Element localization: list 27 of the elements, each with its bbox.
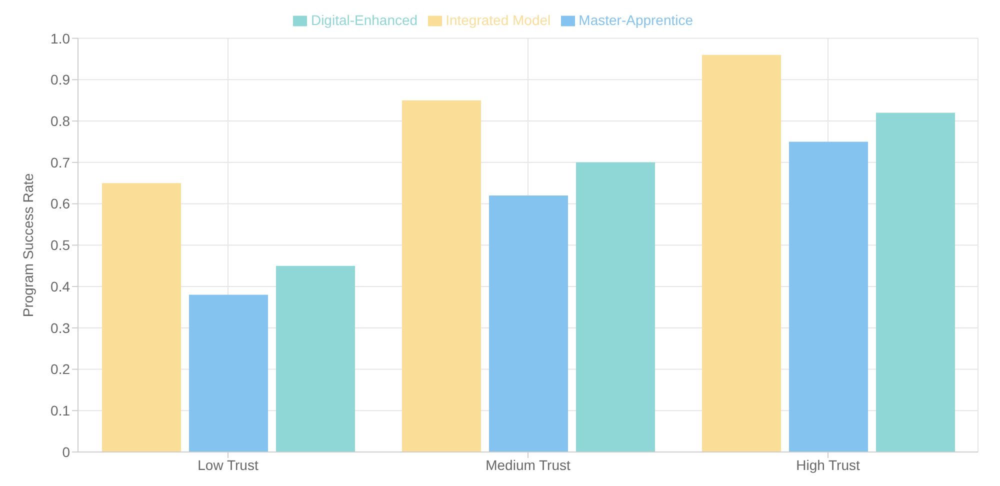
- bar: [402, 100, 481, 452]
- y-tick-label: 0.7: [50, 154, 70, 170]
- bar: [102, 183, 181, 452]
- y-tick-label: 0.1: [50, 402, 70, 419]
- bar: [489, 196, 568, 452]
- legend-label: Digital-Enhanced: [310, 12, 418, 28]
- x-tick-label: Medium Trust: [486, 456, 571, 473]
- y-tick-label: 0.5: [50, 237, 70, 254]
- bar: [276, 266, 355, 452]
- x-tick-label: High Trust: [796, 456, 860, 473]
- y-tick-label: 0.9: [50, 72, 70, 88]
- legend-label: Integrated Model: [446, 12, 551, 28]
- y-tick-label: 0.3: [50, 320, 70, 336]
- bar: [576, 162, 655, 452]
- y-tick-label: 0.6: [50, 196, 70, 212]
- y-axis-title: Program Success Rate: [20, 172, 36, 318]
- x-tick-label: Low Trust: [198, 456, 258, 473]
- y-tick-label: 1.0: [50, 30, 70, 46]
- bar: [876, 112, 955, 452]
- bar: [789, 142, 868, 452]
- y-tick-label: 0.8: [50, 113, 70, 130]
- legend-label: Master-Apprentice: [578, 12, 694, 28]
- y-tick-label: 0.2: [50, 361, 70, 378]
- y-tick-label: 0: [62, 444, 70, 460]
- bar: [702, 54, 781, 452]
- y-tick-label: 0.4: [50, 278, 70, 294]
- bar: [189, 294, 268, 452]
